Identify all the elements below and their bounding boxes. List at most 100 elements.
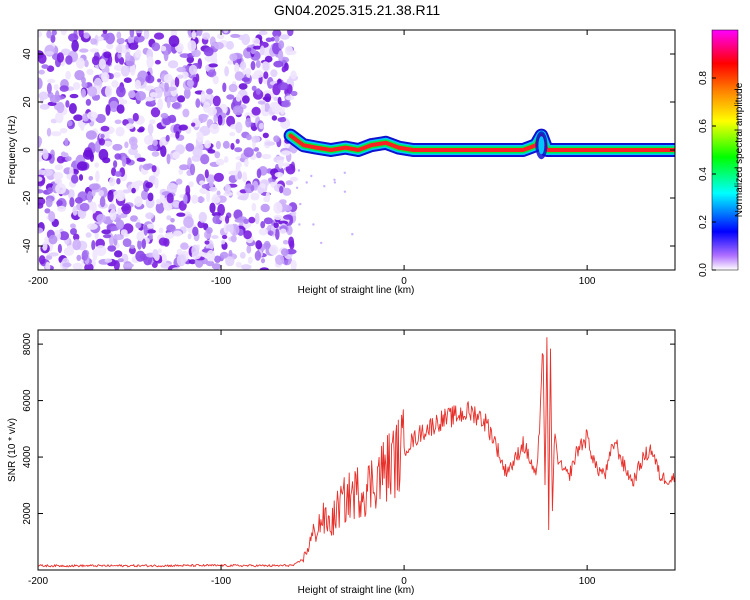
noise-speckle [262,132,269,139]
noise-speckle [42,241,48,251]
x-tick-label: -100 [211,276,231,287]
noise-speckle [86,191,93,203]
noise-speckle [101,72,110,83]
noise-speckle [65,70,71,80]
noise-speckle [107,245,117,252]
noise-speckle [118,191,126,201]
noise-speckle [57,243,63,254]
snr-marks [38,337,675,568]
noise-speckle [96,213,107,223]
noise-speckle [145,74,155,84]
noise-speckle [134,79,141,90]
x-tick-label: 100 [579,576,596,587]
noise-speckle [207,149,216,154]
noise-speckle [191,30,197,40]
colorbar-ticks: 0.0 0.2 0.4 0.6 0.8 [698,71,716,277]
noise-speckle [275,254,285,265]
noise-speckle [148,233,153,240]
noise-speckle [128,90,136,99]
noise-speckle [67,120,73,127]
noise-speckle [99,196,106,208]
faint-speckle [351,233,354,236]
noise-speckle [263,196,269,203]
noise-speckle [252,37,261,46]
noise-speckle [232,105,244,116]
noise-speckle [79,202,90,212]
noise-speckle [236,161,242,168]
noise-speckle [141,238,146,250]
noise-speckle [251,202,257,212]
noise-speckle [129,244,135,249]
noise-speckle [214,255,221,263]
noise-speckle [290,90,298,97]
noise-speckle [205,260,215,267]
noise-speckle [239,251,246,259]
faint-speckle [295,186,299,189]
noise-speckle [125,51,131,61]
noise-speckle [238,83,248,90]
noise-speckle [143,135,154,145]
noise-speckle [188,259,197,265]
noise-speckle [206,190,211,202]
noise-speckle [114,250,123,258]
noise-speckle [145,229,156,234]
noise-speckle [124,141,129,149]
noise-speckle [281,100,291,108]
noise-speckle [170,218,175,223]
noise-speckle [46,78,56,84]
noise-speckle [94,162,100,168]
noise-speckle [243,218,249,224]
noise-speckle [67,189,75,200]
noise-speckle [47,187,54,194]
noise-speckle [221,239,226,245]
noise-speckle [48,234,58,245]
noise-speckle [201,184,211,189]
noise-speckle [102,30,108,34]
noise-speckle [73,114,83,121]
noise-speckle [191,244,200,257]
faint-speckle [310,174,313,178]
noise-speckle [106,43,114,50]
noise-speckle [145,182,153,189]
noise-speckle [38,31,43,38]
x-tick-label: 0 [401,576,407,587]
noise-speckle [102,157,111,164]
y-tick-label: 4000 [22,445,33,468]
noise-speckle [128,147,138,156]
noise-speckle [222,140,230,149]
noise-speckle [78,174,84,181]
noise-speckle [244,112,252,119]
noise-speckle [254,212,260,225]
noise-speckle [172,151,181,160]
noise-speckle [138,126,145,132]
snr-x-label: Height of straight line (km) [298,585,415,596]
noise-speckle [118,97,124,103]
noise-speckle [185,185,191,196]
noise-speckle [159,137,166,148]
noise-speckle [165,134,170,142]
noise-speckle [209,181,214,188]
noise-speckle [54,164,64,171]
noise-speckle [166,153,171,165]
noise-speckle [39,96,44,104]
noise-speckle [71,174,79,184]
noise-speckle [166,215,172,221]
noise-speckle [182,108,190,118]
noise-speckle [265,37,273,43]
noise-speckle [98,58,106,70]
noise-speckle [229,53,238,61]
noise-speckle [271,115,278,121]
noise-speckle [183,87,191,99]
noise-speckle [41,64,49,69]
noise-speckle [88,176,94,181]
noise-speckle [209,202,216,214]
noise-speckle [163,49,169,62]
noise-speckle [146,223,155,229]
noise-speckle [282,187,292,196]
noise-speckle [81,88,86,98]
noise-speckle [82,149,94,160]
noise-speckle [167,60,179,69]
noise-speckle [270,69,278,78]
noise-speckle [251,85,257,92]
noise-speckle [88,183,100,191]
